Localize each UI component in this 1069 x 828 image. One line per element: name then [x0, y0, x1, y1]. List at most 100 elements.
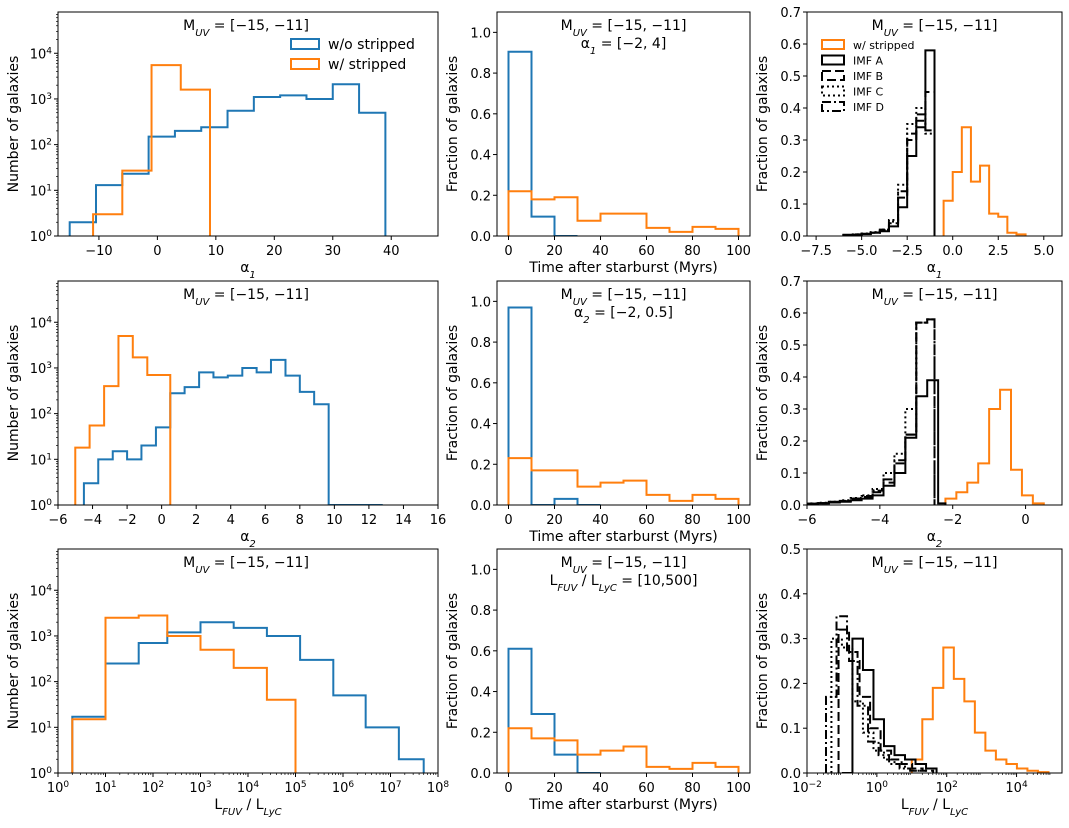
panel-p21: −6 −4 −2 0 2 4 6 8 10 12 14 16 100 101 102 103 104 α2 Numb… — [6, 280, 447, 550]
y-tick-label: 1.0 — [470, 295, 491, 310]
x-tick-label: 80 — [684, 244, 701, 259]
y-tick-label: 0.6 — [470, 377, 491, 392]
panel-p12: 0 20 40 60 80 100 0.0 0.2 0.4 0.6 0.8 1.0 Time after… — [445, 11, 751, 276]
y-tick-label: 0.3 — [780, 633, 801, 648]
legend-label: IMF B — [853, 70, 883, 83]
panel-p33: 10−2 100 102 104 0.0 0.1 0.2 0.3 0.4 0.5 LFUV / LL… — [755, 543, 1063, 818]
y-tick-label: 104 — [30, 46, 53, 62]
x-tick-label: 10−2 — [792, 780, 822, 796]
x-tick-label: 102 — [142, 780, 164, 796]
panel-p13: −7.5 −5.0 −2.5 0.0 2.5 5.0 0.0 0.1 0.2 0.3 0.4 0.5 0… — [755, 6, 1063, 281]
y-tick-label: 0.3 — [780, 134, 801, 149]
x-tick-label: 8 — [296, 513, 304, 528]
y-tick-label: 0.7 — [780, 275, 801, 290]
y-tick-label: 0.2 — [470, 189, 491, 204]
axes-frame — [496, 548, 751, 774]
legend-swatch — [821, 70, 845, 81]
panel-annotation: MUV = [−15, −11] — [183, 287, 309, 308]
x-axis-label: α2 — [927, 529, 943, 550]
x-tick-label: 100 — [726, 244, 751, 259]
y-tick-label: 0.4 — [470, 418, 491, 433]
x-tick-label: 10 — [326, 513, 343, 528]
axes-frame — [806, 548, 1063, 774]
hist-p33-imf-c — [830, 637, 928, 773]
hist-p32-w-o-stripped — [507, 647, 601, 773]
x-tick-label: 104 — [1005, 780, 1028, 796]
x-axis-label: Time after starburst (Myrs) — [528, 260, 718, 276]
y-tick-label: 0.0 — [470, 230, 491, 245]
panel-annotation: MUV = [−15, −11] — [183, 555, 309, 576]
legend-swatch — [821, 54, 845, 66]
y-tick-label: 0.4 — [470, 149, 491, 164]
legend-swatch — [821, 39, 845, 50]
panel-annotation: MUV = [−15, −11] — [872, 287, 998, 308]
x-tick-label: 100 — [726, 513, 751, 528]
y-axis-label: Number of galaxies — [6, 56, 22, 193]
y-axis-label: Fraction of galaxies — [755, 593, 771, 729]
axes-frame — [806, 11, 1063, 237]
y-tick-label: 104 — [30, 583, 53, 599]
y-tick-label: 0.4 — [780, 588, 801, 603]
legend-label: w/ stripped — [853, 39, 915, 52]
x-tick-label: 10 — [208, 244, 225, 259]
x-axis-label: Time after starburst (Myrs) — [528, 797, 718, 813]
hist-p33-imf-a — [841, 637, 938, 773]
x-tick-label: 20 — [546, 781, 563, 796]
y-tick-label: 101 — [30, 452, 52, 468]
axes-frame — [496, 280, 751, 506]
y-tick-label: 103 — [30, 361, 52, 377]
hist-p33-w-stripped — [910, 646, 1050, 773]
x-tick-label: 20 — [266, 244, 283, 259]
y-tick-label: 0.5 — [780, 543, 801, 558]
hist-p23-w-stripped — [944, 388, 1045, 505]
panel-annotation: MUV = [−15, −11] — [561, 18, 687, 39]
panel-annotation: LFUV / LLyC = [10,500] — [550, 573, 698, 594]
panel-p23: −6 −4 −2 0 0.0 0.1 0.2 0.3 0.4 0.5 0.6 0.7 α2 Fractio… — [755, 275, 1063, 550]
x-tick-label: 60 — [638, 781, 655, 796]
x-tick-label: 20 — [546, 513, 563, 528]
hist-p32-w-stripped — [507, 727, 740, 773]
hist-p22-w-stripped — [507, 457, 740, 505]
y-axis-label: Fraction of galaxies — [445, 56, 461, 192]
y-tick-label: 0.3 — [780, 403, 801, 418]
x-tick-label: 40 — [592, 781, 609, 796]
x-tick-label: 106 — [332, 780, 355, 796]
y-tick-label: 102 — [30, 138, 52, 154]
y-tick-label: 0.0 — [470, 499, 491, 514]
x-tick-label: 107 — [379, 780, 401, 796]
y-tick-label: 0.2 — [780, 677, 801, 692]
y-tick-label: 103 — [30, 92, 52, 108]
axes-frame — [57, 280, 439, 506]
x-tick-label: −2 — [118, 513, 137, 528]
y-tick-label: 0.2 — [780, 435, 801, 450]
hist-p21-w-o-stripped — [82, 358, 383, 505]
x-tick-label: 40 — [592, 244, 609, 259]
y-tick-label: 0.4 — [470, 686, 491, 701]
x-tick-label: 80 — [684, 513, 701, 528]
y-tick-label: 102 — [30, 407, 52, 423]
hist-p23-imf-a — [807, 379, 947, 505]
hist-p31-w-o-stripped — [71, 621, 425, 773]
y-tick-label: 0.2 — [780, 166, 801, 181]
panel-annotation: MUV = [−15, −11] — [872, 555, 998, 576]
x-tick-label: 100 — [726, 781, 751, 796]
y-axis-label: Number of galaxies — [6, 593, 22, 730]
y-tick-label: 0.6 — [470, 108, 491, 123]
y-tick-label: 0.6 — [470, 645, 491, 660]
y-tick-label: 0.5 — [780, 339, 801, 354]
x-tick-label: 14 — [395, 513, 412, 528]
legend-label: IMF C — [853, 86, 884, 99]
x-tick-label: 12 — [361, 513, 378, 528]
x-tick-label: 100 — [866, 780, 889, 796]
hist-p31-w-stripped — [71, 614, 297, 773]
x-axis-label: Time after starburst (Myrs) — [528, 529, 718, 545]
x-tick-label: −5.0 — [846, 244, 878, 259]
x-tick-label: 60 — [638, 244, 655, 259]
x-tick-label: 16 — [430, 513, 447, 528]
y-tick-label: 0.4 — [780, 102, 801, 117]
y-tick-label: 1.0 — [470, 563, 491, 578]
hist-p33-imf-d — [825, 615, 922, 773]
legend-swatch — [821, 85, 845, 97]
x-axis-label: α1 — [927, 260, 943, 281]
x-tick-label: −7.5 — [800, 244, 832, 259]
